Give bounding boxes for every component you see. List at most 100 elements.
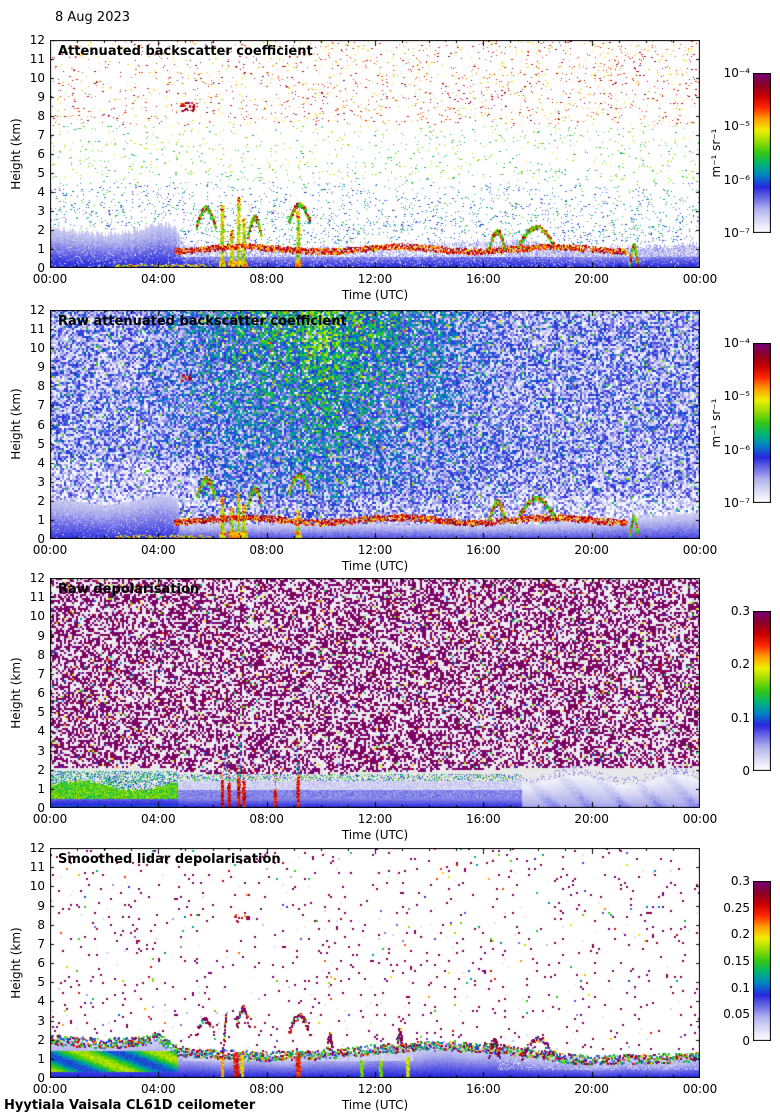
colorbar-tick-label: 10⁻⁵ [723,389,750,404]
panel1-colorbar [753,73,771,233]
y-tick-label: 11 [29,52,45,66]
panel4-colorbar [753,881,771,1041]
x-tick-label: 00:00 [32,1082,68,1096]
y-tick-label: 5 [37,166,45,180]
x-tick-label: 00:00 [682,1082,718,1096]
x-tick-label: 00:00 [32,812,68,826]
colorbar-tick-label: 0.1 [730,710,750,725]
x-tick-label: 08:00 [249,1082,284,1096]
x-tick-label: 08:00 [249,812,284,826]
y-tick-label: 1 [37,242,45,256]
y-tick-label: 8 [37,917,45,932]
panel1-heatmap-canvas [50,40,700,268]
panel3-title: Raw depolarisation [58,582,200,597]
colorbar-tick-label: 10⁻⁴ [723,336,750,350]
y-tick-label: 7 [37,936,45,951]
x-tick-label: 20:00 [574,1082,609,1096]
colorbar-tick-label: 0.2 [730,657,750,672]
y-tick-label: 4 [37,994,45,1009]
x-tick-label: 08:00 [249,272,284,286]
y-tick-label: 11 [29,860,45,875]
x-tick-label: 20:00 [574,812,609,826]
colorbar-tick-label: 10⁻⁶ [723,172,750,187]
x-tick-label: 04:00 [141,1082,176,1096]
x-tick-label: 00:00 [682,812,718,826]
instrument-label: Hyytiala Vaisala CL61D ceilometer [4,1098,256,1113]
date-label: 8 Aug 2023 [55,10,131,25]
y-tick-label: 12 [29,33,45,47]
y-tick-label: 6 [37,686,45,700]
x-tick-label: 12:00 [357,272,393,286]
y-tick-label: 4 [37,455,45,470]
y-tick-label: 2 [37,762,45,777]
y-tick-label: 10 [29,71,45,85]
y-tick-label: 5 [37,436,45,451]
y-tick-label: 11 [29,590,45,605]
y-tick-label: 8 [37,109,45,123]
y-tick-label: 7 [37,666,45,681]
x-tick-label: 12:00 [357,1082,393,1096]
colorbar-tick-label: 0.1 [730,980,750,995]
y-tick-label: 10 [29,879,45,894]
y-tick-label: 10 [29,341,45,356]
colorbar-tick-label: 0.05 [723,1007,750,1022]
y-tick-label: 4 [37,185,45,199]
y-tick-label: 0 [37,1071,45,1085]
panel3-heatmap-canvas [50,578,700,808]
y-tick-label: 3 [37,743,45,758]
y-tick-label: 8 [37,647,45,662]
x-tick-label: 00:00 [682,543,718,557]
x-tick-label: 16:00 [466,812,501,826]
y-tick-label: 6 [37,417,45,432]
x-tick-label: 20:00 [574,272,609,286]
colorbar-tick-label: 0 [742,1034,750,1048]
y-tick-label: 0 [37,801,45,815]
colorbar-tick-label: 0.3 [730,874,750,888]
colorbar-tick-label: 10⁻⁴ [723,66,750,80]
colorbar-tick-label: 10⁻⁵ [723,119,750,134]
x-tick-label: 04:00 [141,812,176,826]
colorbar-tick-label: 10⁻⁷ [723,226,750,240]
y-tick-label: 7 [37,128,45,142]
y-tick-label: 11 [29,322,45,337]
y-tick-label: 5 [37,975,45,990]
y-tick-label: 5 [37,705,45,720]
panel4-x-axis-label: Time (UTC) [341,1098,409,1112]
y-tick-label: 2 [37,223,45,237]
y-tick-label: 3 [37,204,45,218]
y-tick-label: 1 [37,512,45,527]
y-tick-label: 1 [37,1051,45,1066]
colorbar-tick-label: 10⁻⁷ [723,496,750,510]
y-tick-label: 12 [29,841,45,855]
y-tick-label: 0 [37,532,45,546]
x-tick-label: 00:00 [682,272,718,286]
y-tick-label: 6 [37,147,45,161]
y-tick-label: 8 [37,379,45,394]
panel3-colorbar [753,611,771,771]
panel1-colorbar-unit: m⁻¹ sr⁻¹ [709,128,723,178]
y-tick-label: 3 [37,1013,45,1028]
colorbar-tick-label: 10⁻⁶ [723,442,750,457]
x-tick-label: 00:00 [32,272,68,286]
x-tick-label: 04:00 [141,272,176,286]
panel4-heatmap-canvas [50,848,700,1078]
y-tick-label: 4 [37,724,45,739]
x-tick-label: 16:00 [466,1082,501,1096]
y-tick-label: 9 [37,898,45,913]
y-tick-label: 3 [37,474,45,489]
y-tick-label: 0 [37,261,45,275]
y-tick-label: 9 [37,628,45,643]
x-tick-label: 08:00 [249,543,284,557]
panel2-colorbar [753,343,771,503]
colorbar-tick-label: 0.25 [723,900,750,915]
colorbar-tick-label: 0.3 [730,604,750,618]
y-tick-label: 9 [37,90,45,104]
y-tick-label: 6 [37,956,45,970]
panel2-heatmap-canvas [50,310,700,539]
x-tick-label: 12:00 [357,543,393,557]
y-tick-label: 10 [29,609,45,624]
y-tick-label: 2 [37,1032,45,1047]
x-tick-label: 04:00 [141,543,176,557]
y-tick-label: 1 [37,781,45,796]
